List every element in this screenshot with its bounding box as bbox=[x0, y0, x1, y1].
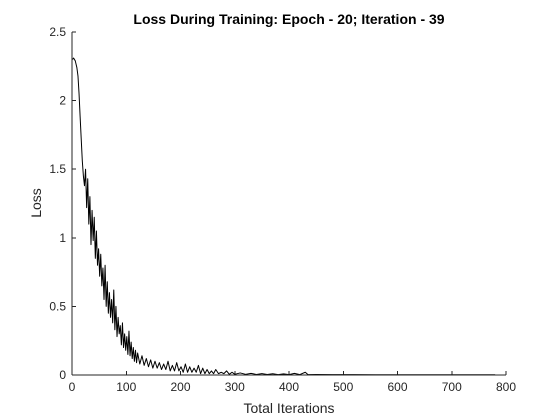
x-axis-label: Total Iterations bbox=[243, 400, 334, 416]
x-tick-label: 700 bbox=[442, 380, 462, 394]
series-layer bbox=[72, 57, 496, 376]
loss-series-line bbox=[72, 57, 496, 376]
x-tick-label: 800 bbox=[496, 380, 516, 394]
y-tick-label: 1.5 bbox=[49, 162, 66, 176]
y-axis-label: Loss bbox=[28, 188, 44, 218]
x-tick-label: 300 bbox=[225, 380, 245, 394]
x-tick-label: 100 bbox=[116, 380, 136, 394]
x-tick-label: 500 bbox=[333, 380, 353, 394]
x-tick-label: 400 bbox=[279, 380, 299, 394]
plot-area: 0 100 200 300 400 500 600 700 800 0 0.5 1 1.5 2 2.5 bbox=[49, 25, 516, 394]
x-tick-label: 200 bbox=[170, 380, 190, 394]
chart-title: Loss During Training: Epoch - 20; Iterat… bbox=[133, 11, 444, 27]
y-tick-label: 1 bbox=[59, 231, 66, 245]
x-axis-ticks: 0 100 200 300 400 500 600 700 800 bbox=[69, 371, 516, 394]
x-tick-label: 600 bbox=[387, 380, 407, 394]
y-tick-label: 2.5 bbox=[49, 25, 66, 39]
y-tick-label: 2 bbox=[59, 94, 66, 108]
y-tick-label: 0 bbox=[59, 368, 66, 382]
x-tick-label: 0 bbox=[69, 380, 76, 394]
y-tick-label: 0.5 bbox=[49, 299, 66, 313]
